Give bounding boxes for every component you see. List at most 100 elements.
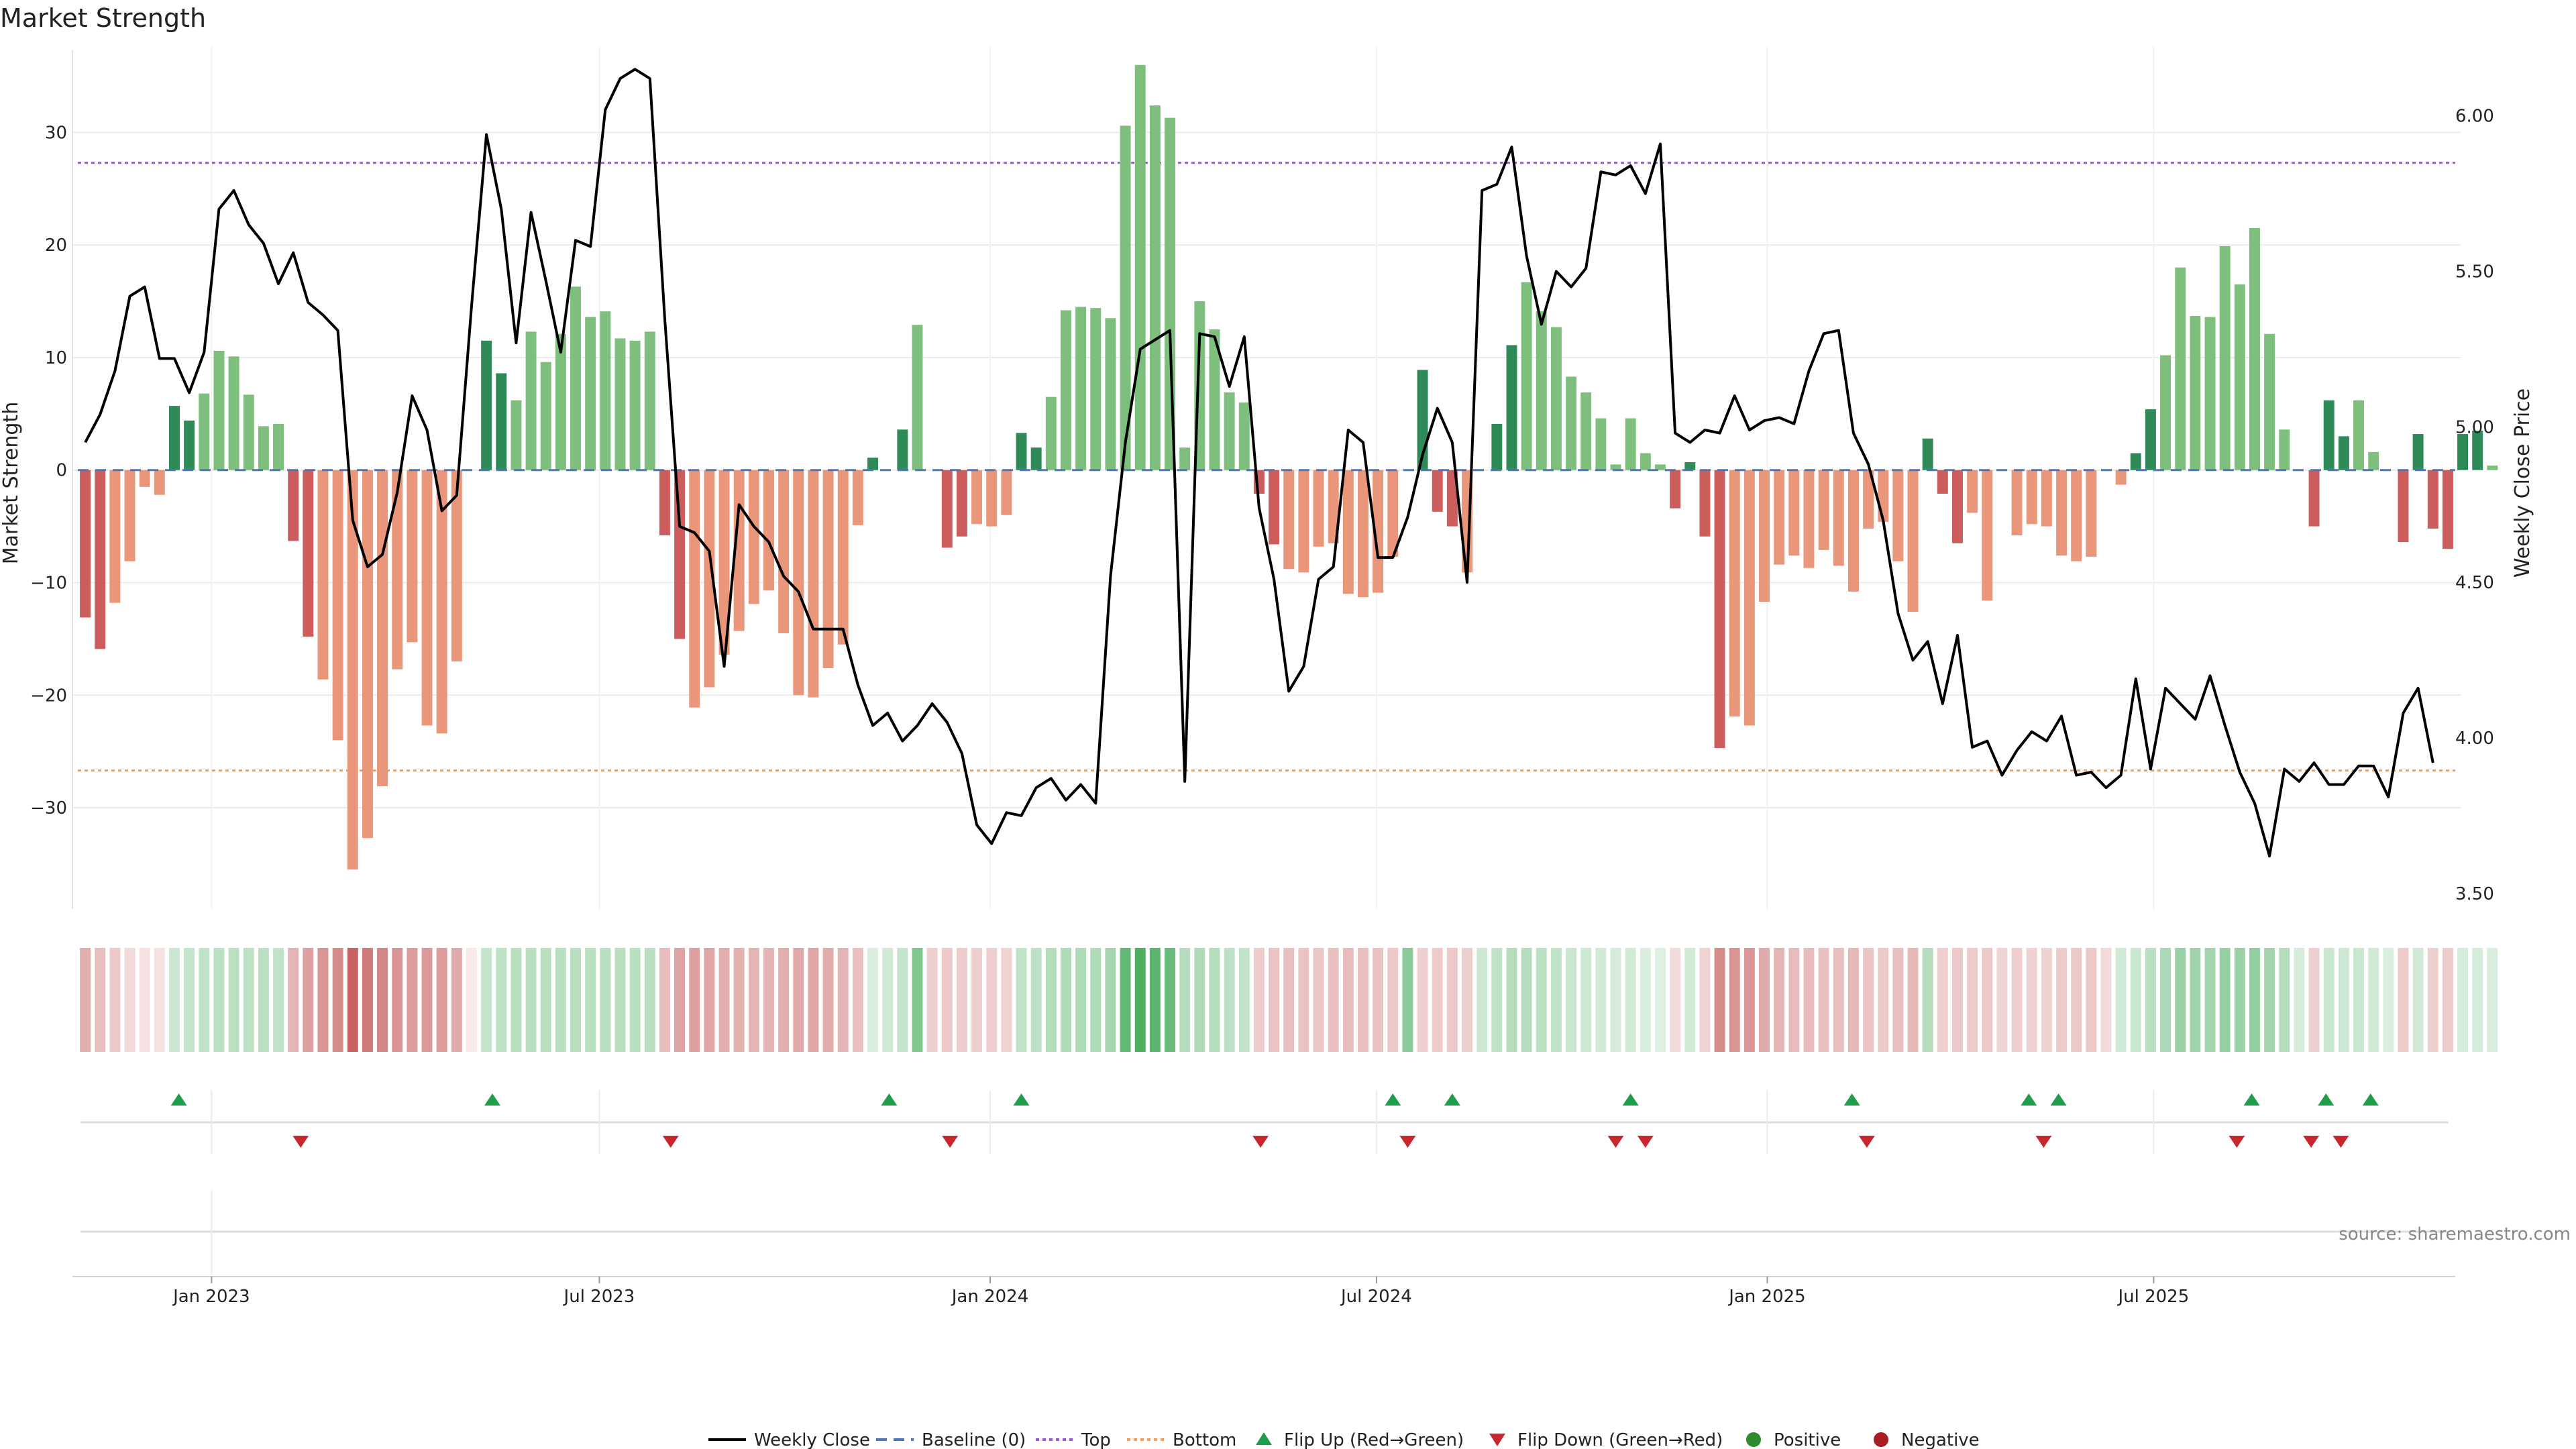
- strength-bar: [2056, 470, 2067, 556]
- heat-cell: [540, 948, 551, 1052]
- x-tick-label: Jan 2023: [172, 1287, 250, 1307]
- heat-cell: [1075, 948, 1087, 1052]
- y-tick-label: 30: [45, 123, 67, 143]
- strength-bar: [912, 325, 923, 470]
- strength-bar: [2190, 315, 2201, 470]
- heat-cell: [1358, 948, 1368, 1052]
- heat-cell: [2427, 948, 2438, 1052]
- strength-bar: [1714, 470, 1725, 749]
- y-axis-right: 3.50 4.00 4.50 5.00 5.50 6.00: [2455, 107, 2494, 904]
- x-axis: Jan 2023 Jul 2023 Jan 2024 Jul 2024 Jan 2025…: [72, 1276, 2455, 1307]
- legend-label: Negative: [1901, 1430, 1980, 1449]
- heat-cell: [1491, 948, 1503, 1052]
- flip-up-marker: [2021, 1093, 2037, 1106]
- heat-cell: [2026, 948, 2037, 1052]
- strength-bar: [1788, 470, 1800, 556]
- heat-cell: [1580, 948, 1592, 1052]
- strength-bar: [1967, 470, 1978, 513]
- strength-bar: [377, 470, 388, 787]
- strength-bar: [1506, 345, 1517, 470]
- y-tick-label: 10: [45, 348, 67, 368]
- heat-cell: [822, 948, 834, 1052]
- flip-up-marker: [1444, 1093, 1460, 1106]
- strength-bar: [1847, 470, 1859, 592]
- y2-tick-label: 4.00: [2455, 729, 2494, 749]
- grid-layer: [72, 47, 2461, 909]
- heat-cell: [1699, 948, 1711, 1052]
- strength-bar: [347, 470, 358, 870]
- strength-bar: [95, 470, 106, 649]
- heat-cell: [2383, 948, 2394, 1052]
- heat-cell: [1743, 948, 1755, 1052]
- strength-bar: [986, 470, 998, 527]
- legend-item: Positive: [1746, 1430, 1841, 1449]
- heat-cell: [1328, 948, 1339, 1052]
- heat-cell: [258, 948, 269, 1052]
- strength-bar: [1521, 282, 1532, 470]
- heat-cell: [1610, 948, 1621, 1052]
- legend-label: Baseline (0): [922, 1430, 1026, 1449]
- heat-cell: [659, 948, 670, 1052]
- strength-bar: [778, 470, 790, 633]
- heat-cell: [1462, 948, 1472, 1052]
- heat-cell: [1922, 948, 1933, 1052]
- heat-cell: [1165, 948, 1175, 1052]
- strength-bar: [897, 429, 908, 470]
- heat-cell: [600, 948, 611, 1052]
- strength-bar: [1120, 125, 1131, 470]
- y2-tick-label: 5.00: [2455, 417, 2494, 437]
- heat-cell: [2041, 948, 2052, 1052]
- strength-bar: [1491, 423, 1503, 470]
- heat-cell: [1818, 948, 1829, 1052]
- heat-cell: [1001, 948, 1012, 1052]
- heat-cell: [644, 948, 655, 1052]
- y2-tick-label: 5.50: [2455, 262, 2494, 282]
- strength-bar: [1952, 470, 1963, 543]
- heat-cell: [1566, 948, 1577, 1052]
- heat-cell: [793, 948, 804, 1052]
- strength-bar: [1432, 470, 1443, 512]
- strength-bar: [1610, 464, 1621, 470]
- heat-cell: [941, 948, 953, 1052]
- strength-bar: [2353, 400, 2364, 470]
- flip-down-marker: [292, 1136, 309, 1148]
- heat-cell: [466, 948, 477, 1052]
- heat-cell: [1714, 948, 1725, 1052]
- heat-cell: [1847, 948, 1859, 1052]
- strength-bar: [2249, 228, 2260, 470]
- heat-cell: [1120, 948, 1131, 1052]
- strength-bar: [2398, 470, 2409, 543]
- heat-cell: [852, 948, 863, 1052]
- flip-down-marker: [1637, 1136, 1654, 1148]
- x-tick-label: Jul 2024: [1340, 1287, 1412, 1307]
- strength-heatmap-strip: [80, 948, 2498, 1052]
- heat-cell: [199, 948, 210, 1052]
- y-tick-label: −20: [30, 686, 67, 706]
- strength-bar: [1269, 470, 1280, 545]
- strength-bar: [2175, 267, 2186, 470]
- strength-bar: [1892, 470, 1904, 561]
- strength-bar: [2308, 470, 2320, 527]
- strength-bar: [837, 470, 849, 645]
- heat-cell: [2368, 948, 2379, 1052]
- heat-cell: [2457, 948, 2469, 1052]
- strength-bar: [2145, 409, 2156, 470]
- heat-cell: [2219, 948, 2231, 1052]
- heat-cell: [347, 948, 358, 1052]
- strength-bar: [2115, 470, 2127, 485]
- strength-bar: [1328, 470, 1339, 543]
- strength-bar: [852, 470, 863, 525]
- heat-cell: [124, 948, 136, 1052]
- heat-cell: [763, 948, 774, 1052]
- strength-bar: [1373, 470, 1384, 593]
- heat-cell: [1863, 948, 1874, 1052]
- heat-cell: [95, 948, 106, 1052]
- legend-label: Weekly Close: [754, 1430, 870, 1449]
- strength-bar: [822, 470, 834, 668]
- legend-item: Baseline (0): [876, 1430, 1026, 1449]
- legend-item: Negative: [1874, 1430, 1980, 1449]
- heat-cell: [1625, 948, 1636, 1052]
- strength-bar: [793, 470, 804, 696]
- heat-cell: [243, 948, 254, 1052]
- heat-cell: [1595, 948, 1607, 1052]
